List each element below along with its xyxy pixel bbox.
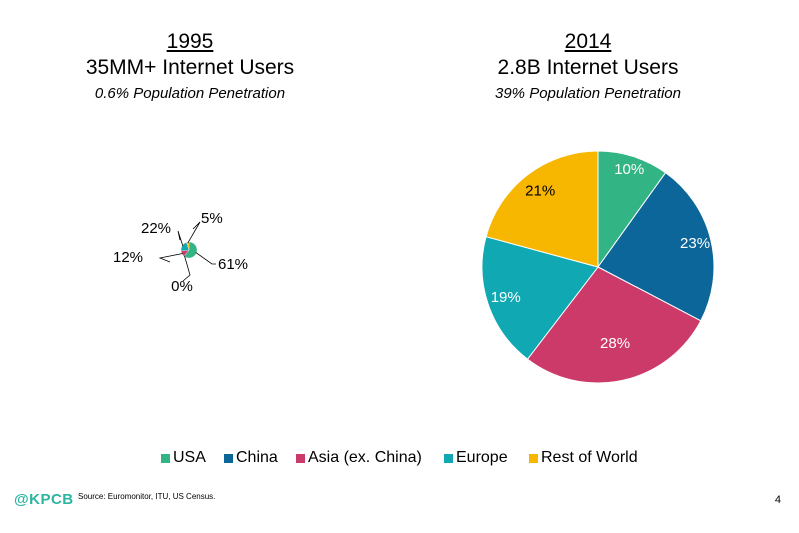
source-note: Source: Euromonitor, ITU, US Census.	[78, 492, 216, 501]
pie-1995-label-asia: 12%	[113, 249, 143, 266]
legend-item-usa: USA	[161, 449, 206, 467]
legend-label-row: Rest of World	[541, 449, 638, 466]
chart-2014-title: 2.8B Internet Users	[497, 56, 679, 79]
pie-1995-slice-row	[186, 241, 190, 251]
pie-1995-leader-asia	[158, 253, 183, 263]
pie-1995-label-row: 5%	[201, 210, 223, 227]
pie-1995-leader-europe	[177, 230, 184, 247]
legend-swatch-china	[224, 453, 233, 463]
pie-2014-slice-europe	[481, 236, 599, 360]
pie-2014-label-row: 21%	[525, 182, 555, 199]
chart-1995-subtitle: 0.6% Population Penetration	[94, 85, 286, 102]
chart-2014-title-block: 2014 2.8B Internet Users 39% Population …	[438, 30, 738, 104]
legend-swatch-usa	[161, 453, 170, 463]
pie-chart-1995: 61% 0% 12% 22% 5%	[113, 210, 248, 295]
legend-label-usa: USA	[173, 449, 206, 466]
legend-label-china: China	[236, 449, 278, 466]
legend-item-europe: Europe	[444, 449, 508, 467]
chart-2014-year: 2014	[564, 30, 612, 53]
pie-2014-label-europe: 19%	[491, 289, 521, 306]
chart-1995-year: 1995	[166, 30, 214, 53]
chart-2014-subtitle: 39% Population Penetration	[495, 85, 681, 102]
legend-item-asia: Asia (ex. China)	[296, 449, 422, 467]
pie-1995-label-europe: 22%	[141, 220, 171, 237]
legend-swatch-asia	[296, 453, 305, 463]
pie-1995-leader-china	[182, 255, 191, 282]
chart-1995-title: 35MM+ Internet Users	[85, 56, 295, 79]
pie-2014-label-usa: 10%	[614, 161, 644, 178]
pie-2014-slice-usa	[597, 150, 667, 269]
pie-1995-leader-row	[187, 221, 201, 244]
legend: USA China Asia (ex. China) Europe Rest o…	[0, 449, 799, 471]
pie-chart-2014: 10% 23% 28% 19% 21%	[481, 150, 715, 384]
chart-1995-title-block: 1995 35MM+ Internet Users 0.6% Populatio…	[40, 30, 340, 104]
legend-item-row: Rest of World	[529, 449, 638, 467]
pie-2014-slice-asia	[526, 266, 702, 384]
pie-2014-slice-china	[597, 172, 715, 322]
legend-swatch-row	[529, 453, 538, 463]
pie-1995-label-usa: 61%	[218, 256, 248, 273]
legend-swatch-europe	[444, 453, 453, 463]
legend-label-asia: Asia (ex. China)	[308, 449, 422, 466]
pie-1995-leader-usa	[195, 252, 216, 265]
pie-2014-label-china: 23%	[680, 235, 710, 252]
legend-item-china: China	[224, 449, 278, 467]
kpcb-logo: @KPCB	[14, 491, 74, 508]
page-number: 4	[774, 494, 781, 506]
pie-2014-label-asia: 28%	[600, 335, 630, 352]
pie-1995-label-china: 0%	[171, 278, 193, 295]
legend-label-europe: Europe	[456, 449, 508, 466]
pie-2014-slice-row	[485, 150, 599, 268]
